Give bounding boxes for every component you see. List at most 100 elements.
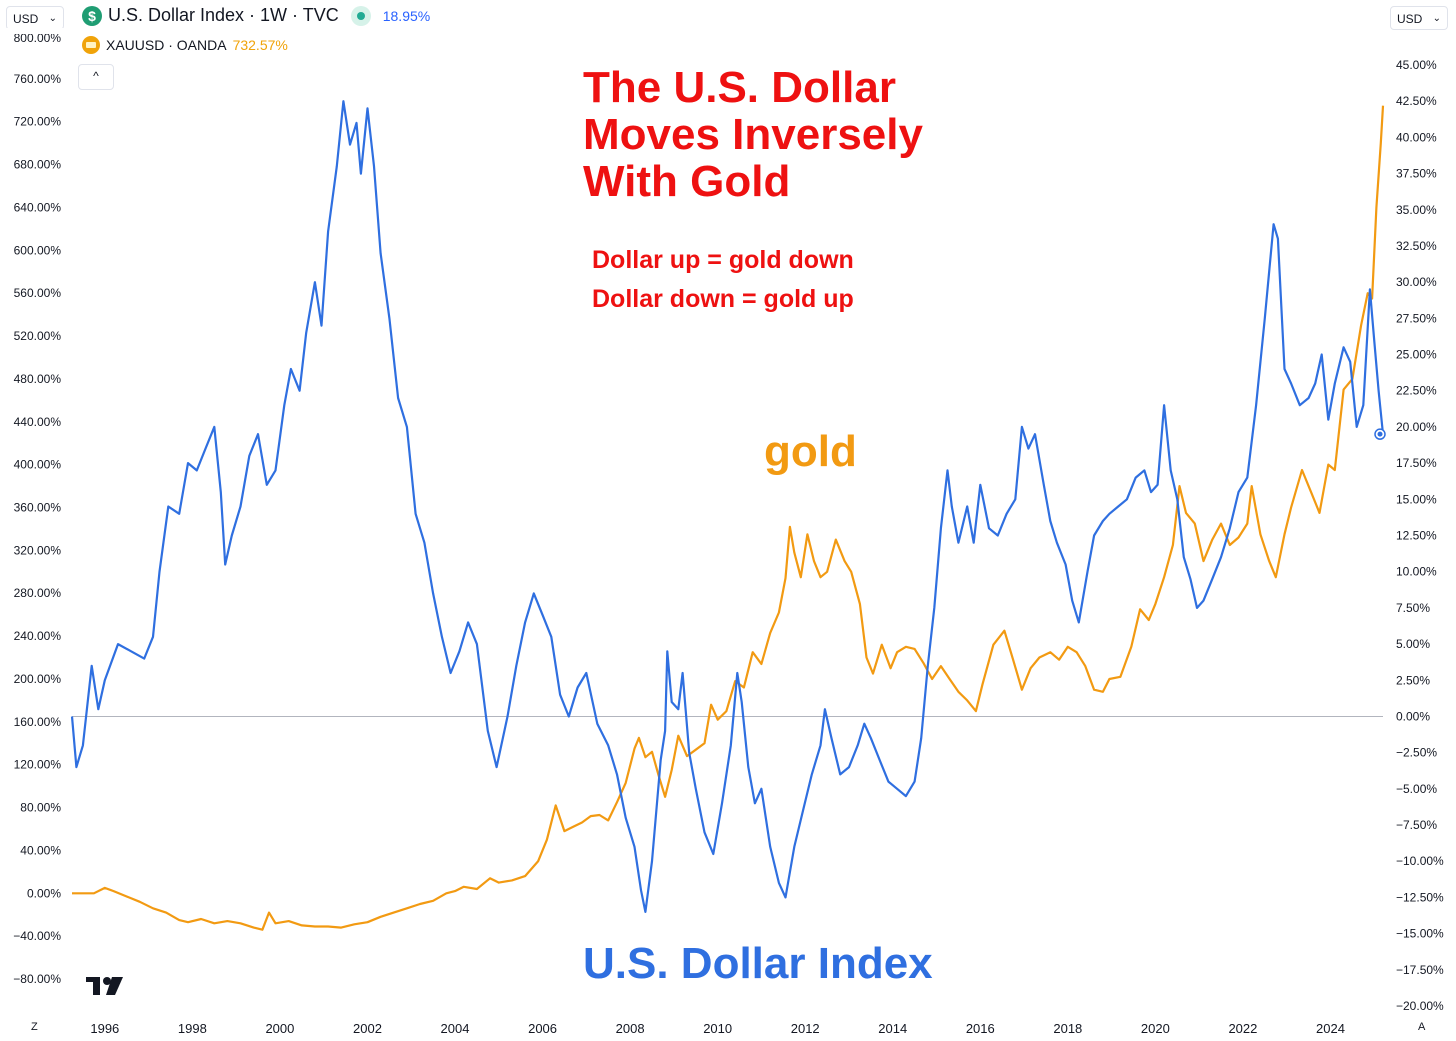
- symbol-compare-change: 732.57%: [232, 37, 288, 53]
- chevron-down-icon: ⌄: [1432, 13, 1441, 24]
- right-axis: 45.00% 42.50% 40.00% 37.50% 35.00% 32.50% 30.0…: [1396, 58, 1444, 1013]
- x-tick-label: 2014: [878, 1021, 907, 1036]
- chevron-down-icon: ⌄: [48, 13, 57, 24]
- right-tick-label: 5.00%: [1396, 637, 1430, 651]
- timezone-toggle-button[interactable]: Z: [31, 1021, 38, 1033]
- left-axis: 800.00% 760.00% 720.00% 680.00% 640.00% 600.0…: [0, 28, 72, 986]
- chart-subtitle-line: Dollar down = gold up: [592, 285, 854, 313]
- x-tick-label: 2018: [1053, 1021, 1082, 1036]
- tradingview-logo[interactable]: [86, 977, 123, 995]
- dollar-index-label: U.S. Dollar Index: [583, 939, 933, 988]
- currency-select-left[interactable]: USD ⌄: [6, 6, 64, 30]
- x-tick-label: 2008: [616, 1021, 645, 1036]
- right-tick-label: −20.00%: [1396, 999, 1444, 1013]
- chevron-up-icon: ^: [93, 69, 99, 83]
- chart-title-line: With Gold: [583, 157, 790, 206]
- dollar-series-line: [70, 100, 1385, 914]
- left-tick-label: 680.00%: [14, 158, 62, 172]
- x-tick-label: 2024: [1316, 1021, 1345, 1036]
- right-tick-label: 35.00%: [1396, 203, 1437, 217]
- x-tick-label: 2012: [791, 1021, 820, 1036]
- x-tick-label: 1996: [90, 1021, 119, 1036]
- x-axis: 1996 1998 2000 2002 2004 2006 2008 2010 2012 2014…: [90, 1021, 1345, 1036]
- left-tick-label: 480.00%: [14, 372, 62, 386]
- right-tick-label: 2.50%: [1396, 673, 1430, 687]
- right-tick-label: 30.00%: [1396, 275, 1437, 289]
- left-tick-label: 240.00%: [14, 629, 62, 643]
- x-tick-label: 1998: [178, 1021, 207, 1036]
- right-tick-label: −10.00%: [1396, 854, 1444, 868]
- chart-subtitle-line: Dollar up = gold down: [592, 246, 854, 274]
- right-tick-label: 20.00%: [1396, 420, 1437, 434]
- left-tick-label: −80.00%: [13, 972, 61, 986]
- right-tick-label: −7.50%: [1396, 818, 1437, 832]
- right-tick-label: 17.50%: [1396, 456, 1437, 470]
- left-tick-label: 520.00%: [14, 329, 62, 343]
- right-tick-label: −17.50%: [1396, 963, 1444, 977]
- right-tick-label: 25.00%: [1396, 348, 1437, 362]
- chart-title: The U.S. Dollar Moves Inversely With Gold: [583, 63, 923, 206]
- left-tick-label: 80.00%: [20, 801, 61, 815]
- left-tick-label: 40.00%: [20, 843, 61, 857]
- left-tick-label: 360.00%: [14, 501, 62, 515]
- left-tick-label: −40.00%: [13, 929, 61, 943]
- right-tick-label: 32.50%: [1396, 239, 1437, 253]
- left-tick-label: 600.00%: [14, 243, 62, 257]
- symbol-compare-title[interactable]: XAUUSD · OANDA: [106, 37, 227, 53]
- left-tick-label: 800.00%: [14, 31, 62, 45]
- right-tick-label: 27.50%: [1396, 311, 1437, 325]
- x-tick-label: 2016: [966, 1021, 995, 1036]
- left-tick-label: 640.00%: [14, 200, 62, 214]
- left-tick-label: 440.00%: [14, 415, 62, 429]
- right-tick-label: 15.00%: [1396, 492, 1437, 506]
- legend-main-series[interactable]: $ U.S. Dollar Index · 1W · TVC 18.95%: [82, 5, 430, 26]
- chart-subtitle: Dollar up = gold down Dollar down = gold …: [592, 246, 854, 313]
- x-tick-label: 2006: [528, 1021, 557, 1036]
- x-tick-label: 2004: [441, 1021, 470, 1036]
- x-tick-label: 2010: [703, 1021, 732, 1036]
- left-tick-label: 120.00%: [14, 758, 62, 772]
- currency-right-value: USD: [1397, 12, 1423, 26]
- x-tick-label: 2022: [1228, 1021, 1257, 1036]
- chart-title-line: Moves Inversely: [583, 110, 923, 159]
- symbol-main-title[interactable]: U.S. Dollar Index · 1W · TVC: [108, 5, 339, 25]
- right-tick-label: 42.50%: [1396, 94, 1437, 108]
- left-tick-label: 0.00%: [27, 886, 61, 900]
- left-tick-label: 320.00%: [14, 543, 62, 557]
- right-tick-label: −12.50%: [1396, 890, 1444, 904]
- gold-series-line: [72, 105, 1385, 931]
- gold-bar-icon: [82, 36, 100, 54]
- right-tick-label: 0.00%: [1396, 709, 1430, 723]
- left-tick-label: 280.00%: [14, 586, 62, 600]
- chart-title-line: The U.S. Dollar: [583, 63, 896, 112]
- right-tick-label: 22.50%: [1396, 384, 1437, 398]
- left-tick-label: 560.00%: [14, 286, 62, 300]
- left-tick-label: 200.00%: [14, 672, 62, 686]
- left-tick-label: 400.00%: [14, 458, 62, 472]
- x-tick-label: 2002: [353, 1021, 382, 1036]
- dollar-icon: $: [82, 5, 102, 26]
- currency-left-value: USD: [13, 12, 39, 26]
- collapse-legend-button[interactable]: ^: [78, 64, 114, 90]
- currency-select-right[interactable]: USD ⌄: [1390, 6, 1448, 30]
- right-tick-label: 40.00%: [1396, 130, 1437, 144]
- left-tick-label: 160.00%: [14, 715, 62, 729]
- auto-scale-button[interactable]: A: [1418, 1021, 1426, 1033]
- right-tick-label: −15.00%: [1396, 927, 1444, 941]
- last-value-dot: [1377, 431, 1383, 437]
- right-tick-label: 45.00%: [1396, 58, 1437, 72]
- market-status-icon: [350, 5, 371, 26]
- legend-compare-series[interactable]: XAUUSD · OANDA 732.57%: [82, 36, 288, 54]
- right-tick-label: 12.50%: [1396, 529, 1437, 543]
- right-tick-label: −5.00%: [1396, 782, 1437, 796]
- right-tick-label: 10.00%: [1396, 565, 1437, 579]
- gold-label: gold: [764, 427, 857, 476]
- axis-mask: [0, 28, 72, 34]
- right-tick-label: 37.50%: [1396, 167, 1437, 181]
- right-tick-label: −2.50%: [1396, 746, 1437, 760]
- x-tick-label: 2020: [1141, 1021, 1170, 1036]
- right-tick-label: 7.50%: [1396, 601, 1430, 615]
- left-tick-label: 720.00%: [14, 115, 62, 129]
- symbol-main-change: 18.95%: [382, 7, 431, 24]
